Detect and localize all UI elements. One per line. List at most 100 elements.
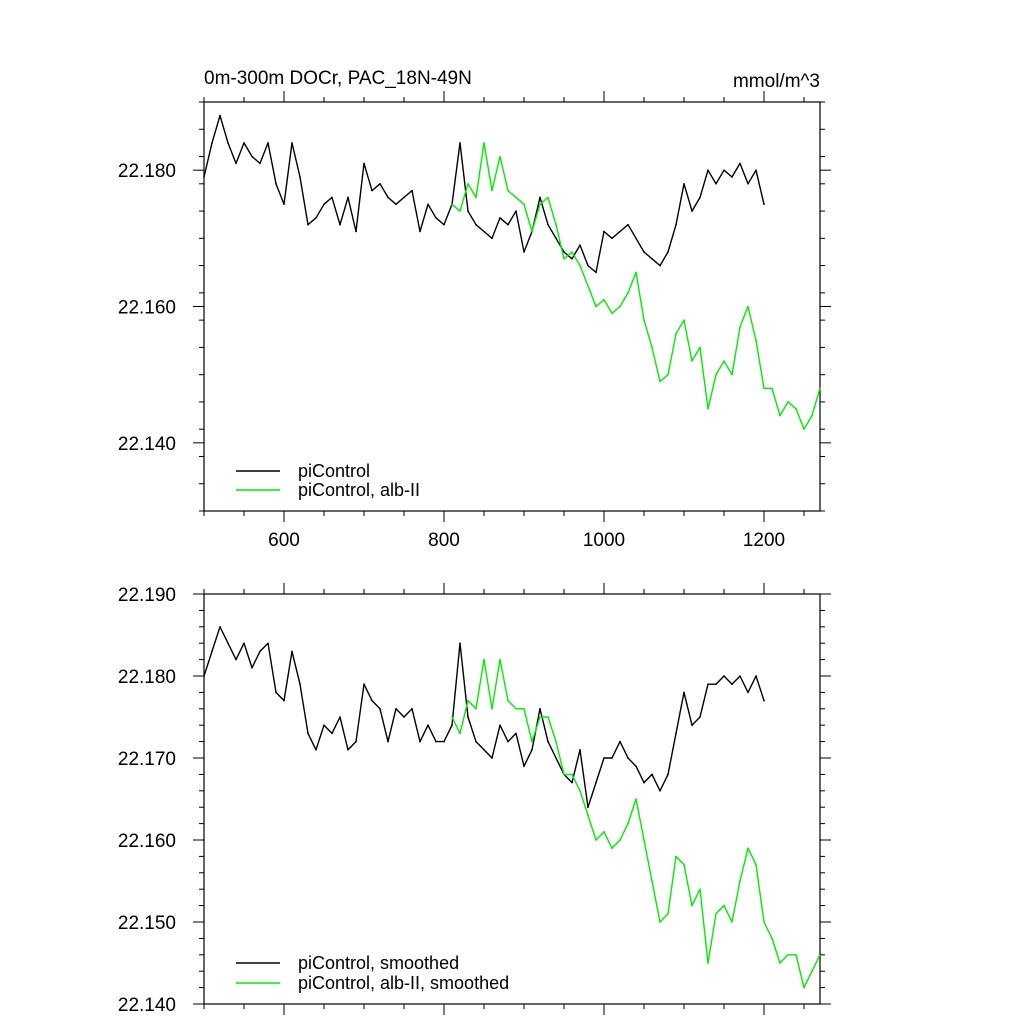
data-point — [811, 414, 813, 417]
data-point — [491, 757, 493, 759]
x-tick-label: 600 — [268, 530, 300, 551]
data-point — [595, 839, 597, 841]
data-point — [659, 380, 661, 383]
data-point — [699, 888, 701, 890]
data-point — [699, 716, 701, 718]
data-point — [739, 675, 741, 677]
data-point — [755, 169, 757, 171]
data-point — [763, 699, 765, 702]
data-point — [483, 749, 485, 751]
data-point — [627, 223, 629, 226]
units-label: mmol/m^3 — [733, 71, 820, 92]
data-point — [723, 675, 725, 677]
data-point — [787, 954, 789, 956]
data-point — [731, 921, 733, 923]
data-point — [307, 223, 309, 226]
data-point — [739, 162, 741, 165]
data-point — [587, 285, 589, 287]
data-point — [499, 217, 501, 219]
data-point — [635, 765, 637, 767]
data-point — [451, 203, 453, 206]
data-point — [339, 716, 341, 718]
data-point — [547, 716, 549, 718]
data-point — [683, 691, 685, 694]
data-point — [515, 708, 517, 710]
data-point — [651, 773, 653, 776]
data-point — [467, 716, 469, 718]
data-point — [779, 414, 781, 417]
legend: piControl, smoothed piControl, alb-II, s… — [236, 953, 509, 993]
data-point — [579, 264, 581, 267]
data-point — [691, 724, 693, 726]
data-point — [659, 790, 661, 792]
data-point — [715, 183, 717, 185]
data-point — [683, 183, 685, 185]
data-point — [539, 196, 541, 199]
data-point — [411, 189, 413, 192]
data-point — [347, 196, 349, 199]
axis-layer: 22.140 22.150 22.160 22.170 22.180 22.190 — [118, 583, 831, 1016]
data-point — [651, 346, 653, 349]
data-point — [547, 223, 549, 226]
data-point — [203, 176, 205, 178]
data-point — [731, 683, 733, 685]
data-point — [499, 155, 501, 158]
data-point — [547, 740, 549, 743]
data-point — [315, 749, 317, 751]
data-point — [555, 223, 557, 226]
data-point — [763, 921, 765, 923]
data-point — [619, 839, 621, 841]
data-point — [339, 223, 341, 226]
legend: piControl piControl, alb-II — [236, 461, 420, 500]
data-point — [555, 757, 557, 759]
data-point — [675, 732, 677, 735]
axis-layer: 600 800 1000 1200 22.140 22.160 22.180 — [118, 91, 831, 551]
data-point — [715, 373, 717, 376]
data-point — [467, 210, 469, 212]
data-point — [451, 724, 453, 726]
data-point — [379, 708, 381, 710]
data-point — [363, 162, 365, 165]
series-line-0 — [203, 114, 765, 274]
data-point — [491, 237, 493, 240]
data-point — [659, 264, 661, 267]
series-line-0 — [203, 626, 765, 808]
data-point — [243, 642, 245, 644]
data-point — [251, 667, 253, 669]
data-point — [691, 904, 693, 907]
data-point — [411, 708, 413, 710]
data-point — [499, 658, 501, 661]
data-point — [355, 740, 357, 743]
data-point — [691, 360, 693, 362]
data-point — [667, 373, 669, 376]
x-tick-label: 800 — [428, 530, 460, 551]
data-point — [699, 196, 701, 199]
data-point — [483, 658, 485, 661]
data-point — [483, 142, 485, 144]
data-point — [275, 183, 277, 185]
data-point — [675, 333, 677, 335]
data-point — [683, 863, 685, 866]
data-point — [347, 749, 349, 751]
data-point — [651, 880, 653, 882]
legend-label-picontrol: piControl — [298, 461, 370, 481]
data-point — [675, 223, 677, 226]
y-tick-label: 22.180 — [118, 161, 176, 182]
data-point — [755, 863, 757, 866]
data-point — [619, 305, 621, 308]
data-point — [267, 642, 269, 644]
data-point — [259, 650, 261, 653]
data-point — [819, 387, 821, 390]
data-point — [731, 176, 733, 178]
data-point — [475, 196, 477, 199]
series-layer — [203, 626, 821, 989]
data-point — [707, 962, 709, 964]
data-point — [355, 230, 357, 233]
data-point — [747, 183, 749, 185]
data-point — [387, 196, 389, 199]
data-point — [227, 642, 229, 644]
data-point — [459, 142, 461, 144]
data-point — [475, 223, 477, 226]
data-point — [611, 237, 613, 240]
